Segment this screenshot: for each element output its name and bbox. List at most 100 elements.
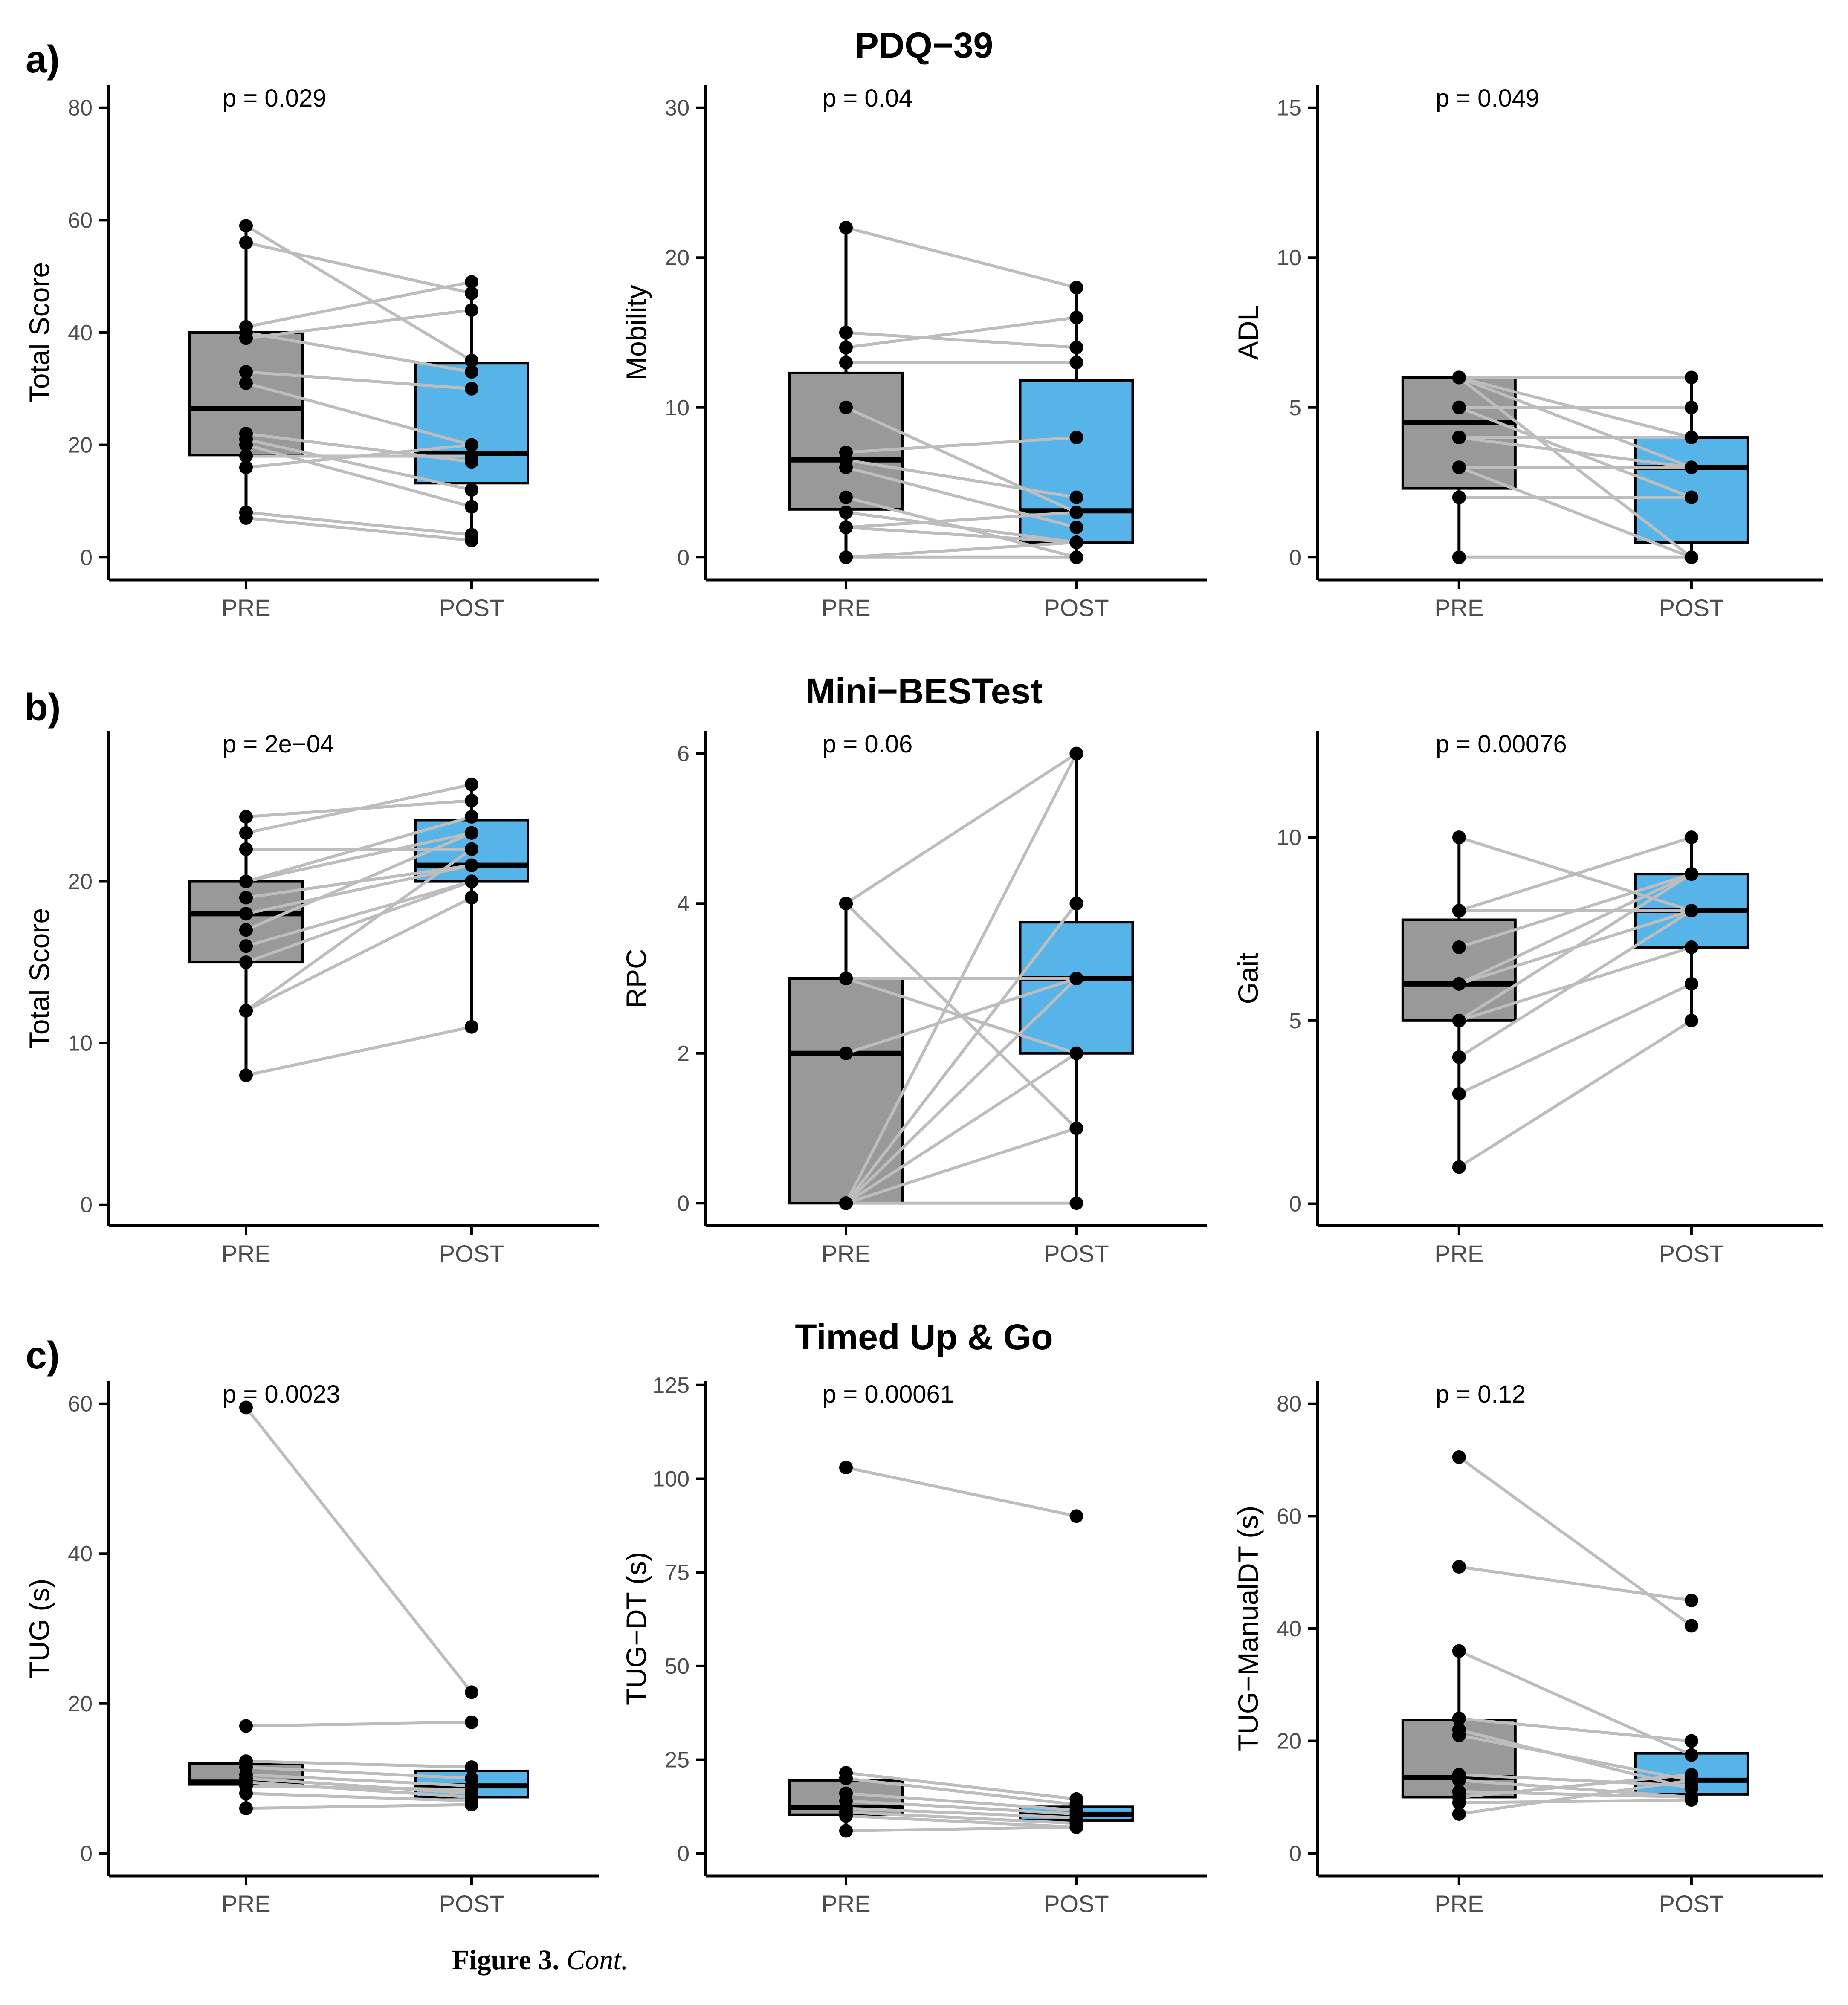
row-letter: b) — [25, 686, 61, 729]
data-point-post — [1684, 1793, 1698, 1807]
paired-line — [1458, 872, 1692, 986]
data-point-pre — [1452, 1644, 1466, 1658]
data-point-pre — [839, 356, 853, 370]
data-point-pre — [839, 1809, 853, 1823]
data-point-post — [465, 382, 478, 396]
paired-line — [846, 511, 1077, 544]
paired-line — [846, 226, 1077, 289]
paired-line — [246, 1784, 472, 1791]
y-tick-label: 80 — [68, 96, 93, 121]
data-point-post — [465, 365, 478, 379]
x-tick-label: POST — [439, 1890, 504, 1917]
data-point-post — [1069, 1121, 1083, 1135]
data-point-pre — [239, 810, 253, 824]
data-point-post — [465, 533, 478, 547]
x-tick-label: POST — [1659, 1240, 1724, 1267]
paired-line — [845, 977, 1077, 1055]
data-point-post — [465, 794, 478, 808]
data-point-pre — [239, 874, 253, 888]
data-point-pre — [1452, 1160, 1466, 1174]
data-point-post — [465, 810, 478, 824]
data-point-pre — [1452, 1013, 1466, 1027]
paired-line — [845, 1127, 1077, 1205]
y-tick-label: 125 — [652, 1373, 689, 1398]
p-value-label: p = 0.06 — [823, 730, 912, 758]
data-point-pre — [839, 1461, 853, 1475]
y-tick-label: 0 — [1289, 545, 1301, 570]
paired-line — [1459, 1773, 1692, 1799]
y-tick-label: 40 — [68, 1542, 93, 1566]
data-point-pre — [1452, 400, 1466, 414]
data-point-post — [1684, 1013, 1698, 1027]
paired-line — [246, 1759, 472, 1769]
y-axis-title: Total Score — [23, 262, 55, 403]
data-point-post — [1069, 1196, 1083, 1210]
y-tick-label: 50 — [665, 1654, 689, 1679]
p-value-label: p = 0.04 — [823, 84, 912, 112]
x-tick-label: PRE — [1434, 594, 1483, 621]
paired-line — [246, 1025, 472, 1077]
paired-line — [246, 241, 472, 295]
data-point-post — [1684, 431, 1698, 445]
box-post — [1019, 921, 1134, 1055]
data-point-pre — [239, 1400, 253, 1415]
data-point-post — [1684, 867, 1698, 881]
paired-line — [246, 280, 472, 329]
data-point-post — [465, 275, 478, 289]
paired-line — [1458, 1456, 1692, 1627]
paired-line — [1459, 1779, 1692, 1799]
paired-line — [846, 436, 1077, 454]
data-point-pre — [239, 907, 253, 921]
y-tick-label: 0 — [1289, 1192, 1301, 1216]
paired-line — [846, 1466, 1077, 1518]
y-tick-label: 0 — [677, 1841, 689, 1866]
data-point-post — [1684, 370, 1698, 385]
data-point-pre — [839, 220, 853, 234]
data-point-post — [465, 303, 478, 317]
x-tick-label: PRE — [1434, 1890, 1483, 1917]
y-axis-title: TUG−ManualDT (s) — [1232, 1506, 1264, 1751]
paired-line — [846, 541, 1077, 559]
data-point-post — [465, 826, 478, 840]
y-axis-title: Gait — [1232, 952, 1264, 1004]
data-point-pre — [1452, 550, 1466, 564]
paired-line — [246, 308, 472, 340]
y-tick-label: 10 — [1277, 825, 1301, 850]
y-tick-label: 20 — [68, 433, 93, 458]
paired-line — [1459, 1779, 1692, 1816]
data-point-post — [465, 286, 478, 300]
data-point-pre — [839, 341, 853, 355]
paired-line — [246, 1777, 472, 1795]
data-point-post — [1684, 977, 1698, 991]
data-point-post — [465, 1715, 478, 1729]
data-point-pre — [1452, 904, 1466, 918]
paired-line — [246, 438, 472, 492]
x-tick-label: PRE — [221, 1890, 270, 1917]
y-tick-label: 0 — [1289, 1841, 1301, 1866]
data-point-post — [1069, 1820, 1083, 1834]
data-point-pre — [239, 511, 253, 525]
paired-line — [246, 511, 472, 537]
data-point-pre — [239, 1068, 253, 1082]
caption-label: Figure 3. — [452, 1944, 559, 1976]
y-axis-title: Mobility — [620, 285, 652, 380]
data-point-pre — [239, 365, 253, 379]
data-point-pre — [239, 376, 253, 390]
paired-line — [846, 1799, 1077, 1816]
p-value-label: p = 0.00076 — [1436, 730, 1567, 758]
data-point-post — [465, 1782, 478, 1797]
data-point-pre — [839, 505, 853, 519]
paired-line — [245, 880, 472, 964]
data-point-pre — [1452, 460, 1466, 474]
data-point-post — [1684, 550, 1698, 564]
data-point-pre — [239, 1801, 253, 1815]
y-tick-label: 10 — [1277, 246, 1301, 270]
data-point-post — [1069, 356, 1083, 370]
data-point-pre — [239, 449, 253, 463]
x-tick-label: PRE — [221, 594, 270, 621]
paired-line — [846, 1792, 1077, 1812]
caption-text: Cont. — [566, 1944, 629, 1976]
data-point-pre — [239, 1004, 253, 1018]
data-point-post — [465, 353, 478, 367]
